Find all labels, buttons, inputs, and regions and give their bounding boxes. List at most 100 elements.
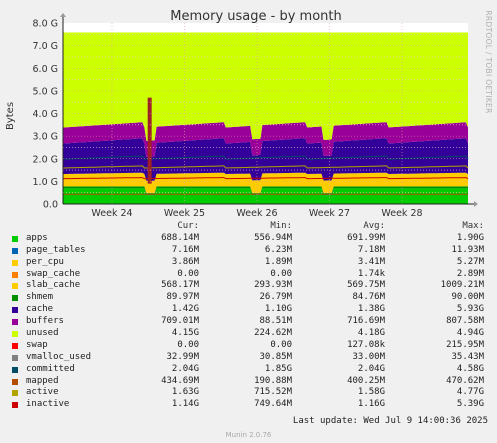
- legend-name: apps: [26, 232, 48, 243]
- line-active: [63, 165, 469, 169]
- legend-min: 1.10G: [264, 304, 292, 315]
- legend-cur: 1.14G: [171, 399, 199, 410]
- legend-max: 4.58G: [456, 363, 484, 374]
- legend-min: 30.85M: [259, 351, 292, 362]
- legend-swatch: [12, 390, 18, 397]
- legend-avg: 1.74k: [357, 268, 385, 279]
- legend-name: committed: [26, 363, 75, 374]
- last-update: Last update: Wed Jul 9 14:00:36 2025: [292, 416, 488, 426]
- legend-min: 224.62M: [254, 328, 292, 339]
- legend-cur: 4.15G: [171, 328, 199, 339]
- legend-max: 215.95M: [446, 339, 484, 350]
- legend-cur: 688.14M: [161, 232, 199, 243]
- legend-swatch: [12, 319, 18, 326]
- legend-avg: 33.00M: [352, 351, 385, 362]
- legend-cur: 3.86M: [171, 256, 199, 267]
- legend-row-apps: apps 688.14M 556.94M 691.99M 1.90G: [12, 233, 488, 245]
- legend-name: buffers: [26, 316, 64, 327]
- legend-cur: 2.04G: [171, 363, 199, 374]
- x-tick-label: Week 26: [236, 208, 277, 219]
- legend-swatch: [12, 247, 18, 254]
- legend-avg: 84.76M: [352, 292, 385, 303]
- legend-cur: 7.16M: [171, 244, 199, 255]
- legend-max: 35.43M: [451, 351, 484, 362]
- legend-row-mapped: mapped 434.69M 190.88M 400.25M 470.62M: [12, 376, 488, 388]
- legend-row-unused: unused 4.15G 224.62M 4.18G 4.94G: [12, 328, 488, 340]
- legend-avg: 4.18G: [357, 328, 385, 339]
- legend-max: 1009.21M: [440, 280, 484, 291]
- y-axis-arrow: [60, 13, 66, 17]
- legend-avg: 716.69M: [347, 316, 385, 327]
- legend-avg: 1.16G: [357, 399, 385, 410]
- legend-max: 5.27M: [456, 256, 484, 267]
- x-tick-label: Week 28: [381, 208, 422, 219]
- y-tick-label: 1.0 G: [33, 177, 59, 188]
- line-inactive: [62, 177, 469, 180]
- legend-avg: 569.75M: [347, 280, 385, 291]
- line-committed: [62, 155, 469, 160]
- legend-cur: 89.97M: [166, 292, 199, 303]
- legend-avg: 1.38G: [357, 304, 385, 315]
- x-tick-label: Week 27: [309, 208, 350, 219]
- legend-min: 0.00: [270, 339, 292, 350]
- legend-row-inactive: inactive 1.14G 749.64M 1.16G 5.39G: [12, 399, 488, 411]
- y-tick-label: 2.0 G: [33, 154, 59, 165]
- y-tick-label: 3.0 G: [33, 132, 59, 143]
- legend-row-per_cpu: per_cpu 3.86M 1.89M 3.41M 5.27M: [12, 257, 488, 269]
- legend-max: 90.00M: [451, 292, 484, 303]
- legend-swatch: [12, 259, 18, 266]
- swap-spike: [147, 97, 152, 184]
- legend-avg: 7.18M: [357, 244, 385, 255]
- legend-avg: 3.41M: [357, 256, 385, 267]
- legend-max: 807.58M: [446, 316, 484, 327]
- legend-min: 6.23M: [264, 244, 292, 255]
- legend-max: 4.77G: [456, 387, 484, 398]
- legend-min: 749.64M: [254, 399, 292, 410]
- legend-min: 293.93M: [254, 280, 292, 291]
- legend-swatch: [12, 283, 18, 290]
- y-tick-label: 4.0 G: [33, 109, 59, 120]
- legend-avg: 1.58G: [357, 387, 385, 398]
- legend-avg: 2.04G: [357, 363, 385, 374]
- legend-max: 4.94G: [456, 328, 484, 339]
- memory-chart: Memory usage - by month Bytes RRDTOOL / …: [5, 9, 493, 219]
- x-tick-label: Week 25: [164, 208, 205, 219]
- legend-min: 190.88M: [254, 375, 292, 386]
- legend-header: Cur: Min: Avg: Max:: [12, 221, 488, 233]
- legend-row-committed: committed 2.04G 1.85G 2.04G 4.58G: [12, 364, 488, 376]
- legend-name: swap: [26, 339, 48, 350]
- legend-name: cache: [26, 304, 54, 315]
- legend-swatch: [12, 271, 18, 278]
- legend-min: 556.94M: [254, 232, 292, 243]
- legend-max: 11.93M: [451, 244, 484, 255]
- legend-cur: 32.99M: [166, 351, 199, 362]
- legend-cur: 434.69M: [161, 375, 199, 386]
- legend-name: mapped: [26, 375, 59, 386]
- header-avg: Avg:: [363, 221, 385, 231]
- y-tick-label: 6.0 G: [33, 64, 59, 75]
- legend-cur: 709.01M: [161, 316, 199, 327]
- y-tick-label: 5.0 G: [33, 86, 59, 97]
- legend-swatch: [12, 307, 18, 314]
- legend-cur: 0.00: [177, 268, 199, 279]
- legend-max: 1.90G: [456, 232, 484, 243]
- legend-name: active: [26, 387, 59, 398]
- legend-min: 0.00: [270, 268, 292, 279]
- legend-name: vmalloc_used: [26, 351, 92, 362]
- legend-name: shmem: [26, 292, 54, 303]
- legend: Cur: Min: Avg: Max: apps 688.14M 556.94M 69…: [12, 221, 488, 411]
- legend-row-swap: swap 0.00 0.00 127.08k 215.95M: [12, 340, 488, 352]
- area-buffers: [63, 122, 468, 157]
- legend-max: 470.62M: [446, 375, 484, 386]
- legend-swatch: [12, 366, 18, 373]
- header-max: Max:: [462, 221, 484, 231]
- legend-rows: apps 688.14M 556.94M 691.99M 1.90G page_table…: [12, 233, 488, 411]
- legend-row-active: active 1.63G 715.52M 1.58G 4.77G: [12, 387, 488, 399]
- x-tick-label: Week 24: [91, 208, 132, 219]
- legend-name: page_tables: [26, 244, 86, 255]
- legend-min: 715.52M: [254, 387, 292, 398]
- legend-swatch: [12, 402, 18, 409]
- y-axis-label: Bytes: [5, 102, 16, 130]
- rrdtool-credit: RRDTOOL / TOBI OETIKER: [484, 10, 493, 113]
- legend-max: 5.39G: [456, 399, 484, 410]
